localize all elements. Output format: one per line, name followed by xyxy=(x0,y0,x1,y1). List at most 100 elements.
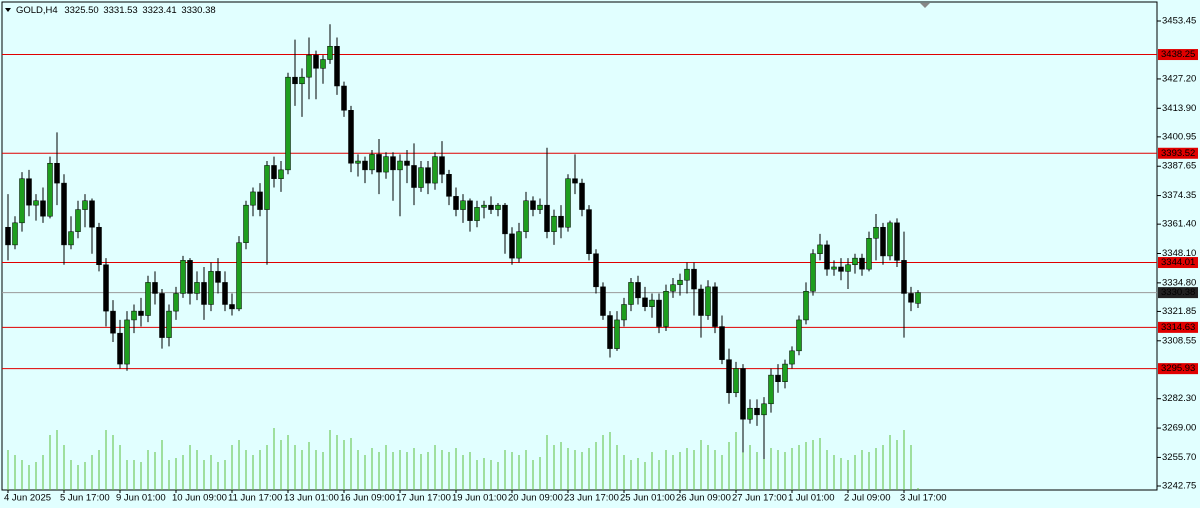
volume-bar xyxy=(504,450,506,490)
volume-bar xyxy=(21,460,23,490)
symbol: GOLD,H4 xyxy=(16,5,58,16)
volume-bar xyxy=(231,445,233,490)
candle-body xyxy=(439,156,445,175)
candle-body xyxy=(229,304,235,310)
candle-body xyxy=(691,268,697,290)
volume-bar xyxy=(679,452,681,490)
volume-bar xyxy=(560,442,562,490)
candle-body xyxy=(740,368,746,420)
candle-body xyxy=(803,290,809,321)
volume-bar xyxy=(903,430,905,490)
volume-bar xyxy=(14,455,16,490)
candle-body xyxy=(768,374,774,405)
candle-body xyxy=(621,304,627,321)
candle-body xyxy=(411,165,417,188)
volume-bar xyxy=(896,440,898,490)
volume-bar xyxy=(812,440,814,490)
volume-bar xyxy=(623,455,625,490)
volume-bar xyxy=(546,435,548,490)
candle-body xyxy=(747,407,753,420)
y-tick-label: 3413.90 xyxy=(1162,103,1196,114)
candle-body xyxy=(572,178,578,184)
candle-body xyxy=(362,160,368,171)
level-label: 3344.01 xyxy=(1161,257,1195,268)
y-tick-label: 3427.20 xyxy=(1162,73,1196,84)
y-tick-label: 3400.95 xyxy=(1162,131,1196,142)
candle-body xyxy=(110,310,116,334)
volume-bar xyxy=(462,455,464,490)
volume-bar xyxy=(497,462,499,490)
volume-bar xyxy=(833,455,835,490)
volume-bar xyxy=(280,440,282,490)
header-close: 3330.38 xyxy=(181,5,215,16)
volume-bar xyxy=(854,455,856,490)
candle-body xyxy=(663,290,669,327)
volume-bar xyxy=(707,445,709,490)
volume-bar xyxy=(63,445,65,490)
candle-body xyxy=(880,226,886,257)
volume-bar xyxy=(749,445,751,490)
level-tag xyxy=(1158,363,1198,375)
candle-body xyxy=(838,266,844,272)
plot-frame xyxy=(1,1,1158,491)
candle-body xyxy=(684,268,690,281)
candle-body xyxy=(117,332,123,365)
volume-bar xyxy=(28,465,30,490)
volume-bar xyxy=(532,460,534,490)
volume-bar xyxy=(728,442,730,490)
candle-body xyxy=(96,226,102,266)
volume-bar xyxy=(112,435,114,490)
candle-body xyxy=(187,260,193,294)
volume-bar xyxy=(350,438,352,490)
volume-bar xyxy=(441,450,443,490)
candle-body xyxy=(796,319,802,352)
candle-body xyxy=(698,288,704,316)
volume-bar xyxy=(420,454,422,490)
x-tick-label: 1 Jul 01:00 xyxy=(788,493,834,504)
candle-body xyxy=(327,46,333,60)
volume-bar xyxy=(868,452,870,490)
volume-bar xyxy=(287,435,289,490)
candle-body xyxy=(488,204,494,210)
level-tag xyxy=(1158,147,1198,159)
candle-body xyxy=(369,154,375,171)
candle-body xyxy=(40,200,46,217)
volume-bar xyxy=(798,445,800,490)
candle-body xyxy=(124,319,130,365)
candle-body xyxy=(824,244,830,270)
candle-body xyxy=(432,156,438,184)
candle-body xyxy=(173,293,179,312)
candle-body xyxy=(243,204,249,243)
header-arrow[interactable] xyxy=(5,8,11,12)
volume-bar xyxy=(105,430,107,490)
volume-bar xyxy=(476,460,478,490)
volume-bar xyxy=(469,452,471,490)
volume-bar xyxy=(7,450,9,490)
volume-bar xyxy=(882,445,884,490)
volume-bar xyxy=(301,450,303,490)
candle-body xyxy=(901,260,907,294)
y-tick-label: 3242.75 xyxy=(1162,481,1196,492)
volume-bar xyxy=(553,445,555,490)
volume-bar xyxy=(399,450,401,490)
candle-body xyxy=(313,54,319,69)
candle-body xyxy=(250,191,256,206)
volume-bar xyxy=(637,458,639,490)
candle-body xyxy=(866,238,872,270)
candle-body xyxy=(236,242,242,310)
volume-bar xyxy=(840,458,842,490)
candle-body xyxy=(495,204,501,210)
current-price-label: 3330.38 xyxy=(1161,287,1195,298)
volume-bar xyxy=(42,455,44,490)
volume-bar xyxy=(490,460,492,490)
volume-bar xyxy=(329,430,331,490)
y-tick-label: 3387.65 xyxy=(1162,161,1196,172)
volume-bar xyxy=(168,460,170,490)
candle-body xyxy=(775,374,781,382)
header-low: 3323.41 xyxy=(142,5,176,16)
candle-body xyxy=(131,310,137,321)
candle-body xyxy=(397,160,403,171)
level-label: 3295.93 xyxy=(1161,363,1195,374)
y-tick-label: 3334.80 xyxy=(1162,277,1196,288)
y-tick-label: 3374.35 xyxy=(1162,190,1196,201)
